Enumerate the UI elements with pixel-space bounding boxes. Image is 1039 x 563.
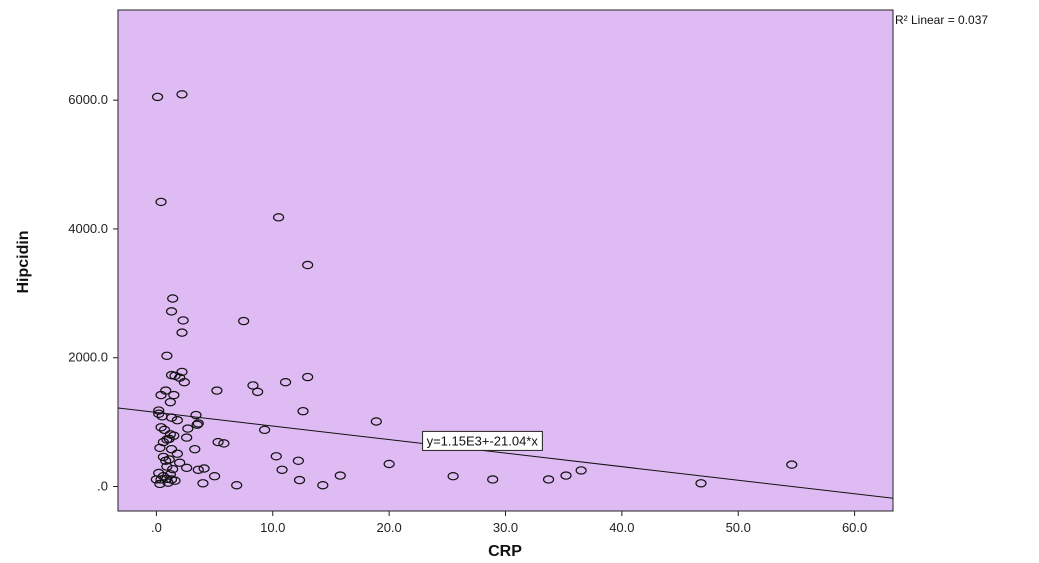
data-point <box>487 475 499 484</box>
data-point <box>174 458 186 467</box>
data-point <box>176 90 188 99</box>
x-ticks: .0 10.0 20.0 30.0 40.0 50.0 60.0 <box>151 511 867 535</box>
data-point <box>218 439 230 448</box>
data-point <box>165 444 178 454</box>
fit-line <box>117 407 894 499</box>
data-point <box>155 197 167 207</box>
data-point <box>155 423 167 432</box>
data-point <box>292 456 304 465</box>
data-point <box>167 294 179 303</box>
data-point <box>162 478 174 487</box>
y-tick-label: .0 <box>97 479 108 494</box>
data-point <box>297 406 309 416</box>
data-point <box>160 456 172 465</box>
x-tick-label: 50.0 <box>726 520 751 535</box>
data-point <box>302 260 314 270</box>
data-point <box>165 307 178 316</box>
data-point <box>259 425 271 435</box>
x-axis-title: CRP <box>488 543 522 560</box>
y-ticks: .0 2000.0 4000.0 6000.0 <box>68 92 118 494</box>
data-point <box>168 390 180 400</box>
data-point <box>171 416 183 425</box>
data-point <box>317 481 329 490</box>
y-tick-label: 4000.0 <box>68 221 108 236</box>
data-point <box>276 465 288 474</box>
data-point <box>208 472 221 481</box>
data-point <box>272 213 285 222</box>
data-point <box>157 452 169 462</box>
data-point <box>177 316 189 325</box>
data-point <box>247 381 259 390</box>
x-tick-label: 60.0 <box>842 520 867 535</box>
data-point <box>560 471 572 480</box>
data-point <box>155 390 167 400</box>
equation-box-frame <box>422 430 543 451</box>
data-point <box>190 410 202 420</box>
data-point <box>181 463 193 473</box>
data-point <box>197 479 209 488</box>
data-point <box>542 475 555 484</box>
x-tick-label: .0 <box>151 520 162 535</box>
data-point <box>161 435 173 444</box>
data-point <box>231 481 243 490</box>
data-points <box>150 90 798 490</box>
data-point <box>270 452 282 461</box>
data-point <box>161 462 173 471</box>
data-point <box>164 397 176 407</box>
data-point <box>198 464 210 473</box>
data-point <box>302 372 314 382</box>
data-point <box>161 351 173 361</box>
data-point <box>370 417 382 426</box>
data-point <box>252 387 264 397</box>
data-point <box>191 420 203 429</box>
data-point <box>279 378 292 387</box>
data-point <box>189 444 201 454</box>
data-point <box>154 443 166 453</box>
x-tick-label: 20.0 <box>376 520 401 535</box>
data-point <box>383 459 395 469</box>
data-point <box>695 479 707 488</box>
data-point <box>154 479 166 489</box>
data-point <box>447 472 459 481</box>
data-point <box>178 378 190 387</box>
data-point <box>151 92 164 102</box>
data-point <box>192 419 204 428</box>
data-point <box>169 476 181 485</box>
x-tick-label: 10.0 <box>260 520 285 535</box>
data-point <box>212 437 224 447</box>
equation-label: y=1.15E3+-21.04*x <box>427 433 539 448</box>
data-point <box>158 425 171 435</box>
data-point <box>176 328 188 337</box>
x-tick-label: 40.0 <box>609 520 634 535</box>
data-point <box>167 464 179 474</box>
x-tick-label: 30.0 <box>493 520 518 535</box>
data-point <box>164 470 176 479</box>
equation-box: y=1.15E3+-21.04*x <box>422 430 543 451</box>
data-point <box>150 475 163 484</box>
y-axis-title: Hipcidin <box>15 230 32 293</box>
y-tick-label: 6000.0 <box>68 92 108 107</box>
y-tick-label: 2000.0 <box>68 350 108 365</box>
data-point <box>334 471 346 480</box>
data-point <box>182 424 194 433</box>
data-point <box>293 475 306 485</box>
r2-label: R² Linear = 0.037 <box>895 13 988 27</box>
data-point <box>171 449 183 458</box>
data-point <box>575 466 587 475</box>
data-point <box>181 433 193 442</box>
plot-area <box>117 9 894 512</box>
data-point <box>238 316 250 326</box>
data-point <box>211 386 223 395</box>
data-point <box>786 460 798 469</box>
data-point <box>192 465 204 474</box>
